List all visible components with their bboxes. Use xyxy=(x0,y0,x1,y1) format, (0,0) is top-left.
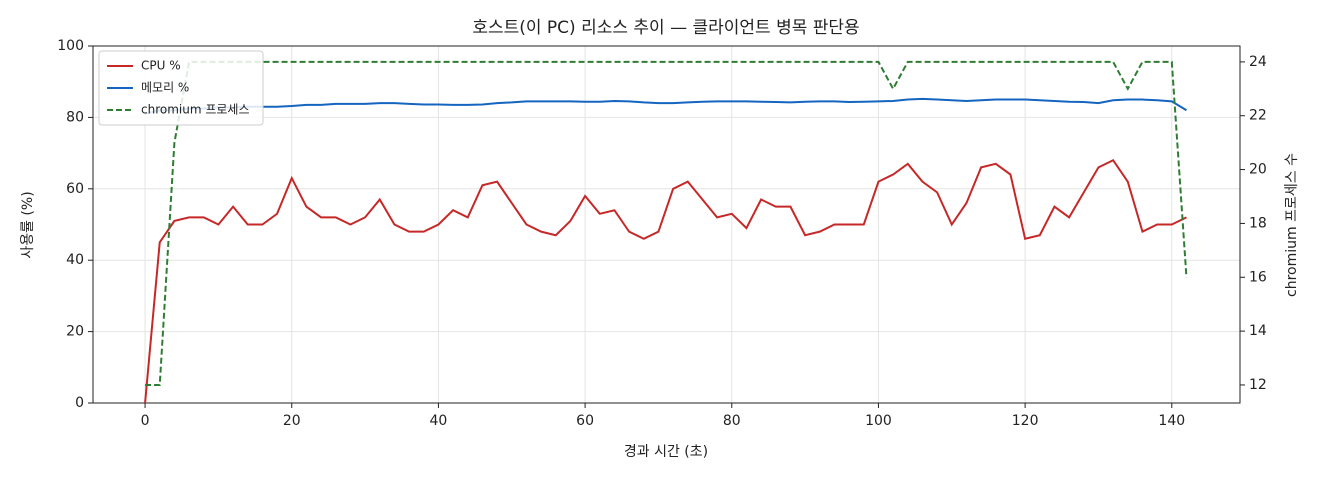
y2-tick-label: 20 xyxy=(1249,162,1267,178)
y-tick-label: 80 xyxy=(66,109,84,125)
y-tick-label: 40 xyxy=(66,252,84,268)
y-axis-label: 사용률 (%) xyxy=(20,191,36,258)
legend-label: chromium 프로세스 xyxy=(141,103,250,117)
x-tick-label: 120 xyxy=(1012,413,1039,429)
legend: CPU % 메모리 % chromium 프로세스 xyxy=(98,50,264,126)
series-line xyxy=(144,97,1187,115)
y-tick-label: 100 xyxy=(57,38,84,54)
y-tick-label: 20 xyxy=(66,324,84,340)
x-tick-label: 80 xyxy=(723,413,741,429)
y-tick-label: 60 xyxy=(66,181,84,197)
y2-tick-label: 14 xyxy=(1249,323,1267,339)
plot-frame xyxy=(92,45,1241,404)
x-tick-label: 40 xyxy=(430,413,448,429)
series-line xyxy=(145,60,1188,386)
x-tick-label: 140 xyxy=(1158,413,1185,429)
x-tick-label: 100 xyxy=(865,413,892,429)
y-tick-label: 0 xyxy=(75,395,84,411)
series-line xyxy=(144,158,1187,404)
y2-tick-label: 22 xyxy=(1249,108,1267,124)
y2-axis-label: chromium 프로세스 수 xyxy=(1284,153,1300,297)
chart-title: 호스트(이 PC) 리소스 추이 — 클라이언트 병목 판단용 xyxy=(472,18,859,38)
x-axis-label: 경과 시간 (초) xyxy=(624,444,708,460)
x-tick-label: 0 xyxy=(141,413,150,429)
x-tick-label: 60 xyxy=(576,413,594,429)
x-tick-label: 20 xyxy=(283,413,301,429)
legend-label: CPU % xyxy=(141,59,181,73)
legend-label: 메모리 % xyxy=(141,81,189,95)
legend-box xyxy=(98,50,264,126)
y2-tick-label: 18 xyxy=(1249,215,1267,231)
y2-tick-label: 12 xyxy=(1249,377,1267,393)
y2-tick-label: 24 xyxy=(1249,54,1267,70)
y2-tick-label: 16 xyxy=(1249,269,1267,285)
